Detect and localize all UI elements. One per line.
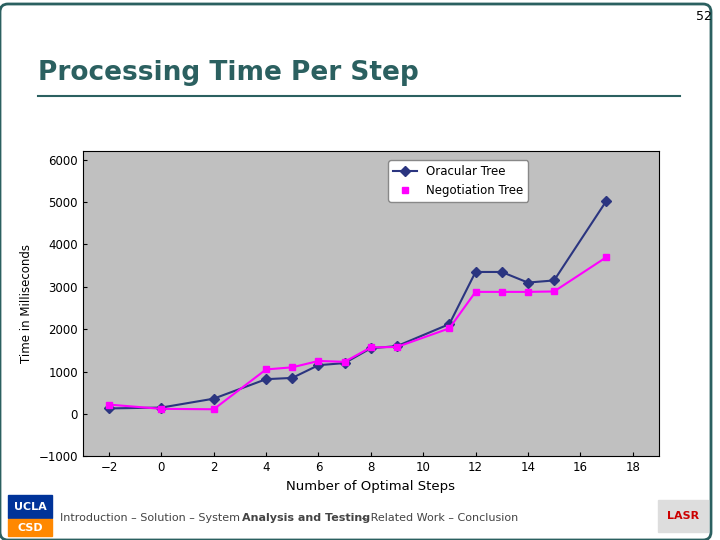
Oracular Tree [445,321,454,327]
Negotiation Tree [288,364,297,370]
Negotiation Tree [523,289,532,295]
Text: CSD: CSD [17,523,42,533]
Line: Negotiation Tree: Negotiation Tree [106,254,610,413]
X-axis label: Number of Optimal Steps: Number of Optimal Steps [287,480,455,492]
Oracular Tree [550,277,559,284]
Text: – Related Work – Conclusion: – Related Work – Conclusion [358,512,518,523]
Negotiation Tree [602,254,611,260]
Bar [8,519,52,536]
Bar [658,500,708,532]
Negotiation Tree [471,289,480,295]
Text: Introduction – Solution – System –: Introduction – Solution – System – [60,512,253,523]
Line: Oracular Tree: Oracular Tree [106,197,610,412]
Oracular Tree [366,345,375,352]
FancyBboxPatch shape [0,4,711,540]
Oracular Tree [602,198,611,204]
Negotiation Tree [498,289,506,295]
Negotiation Tree [392,344,401,350]
Oracular Tree [210,395,218,402]
Text: 52: 52 [696,10,712,23]
Text: LASR: LASR [667,511,699,521]
Oracular Tree [341,360,349,366]
Text: Processing Time Per Step: Processing Time Per Step [38,60,419,86]
Oracular Tree [392,343,401,349]
Negotiation Tree [262,366,271,373]
Y-axis label: Time in Milliseconds: Time in Milliseconds [20,244,33,363]
Negotiation Tree [366,344,375,350]
Oracular Tree [498,269,506,275]
Negotiation Tree [210,406,218,413]
Legend: Oracular Tree, Negotiation Tree: Oracular Tree, Negotiation Tree [388,160,528,201]
Oracular Tree [523,279,532,286]
Text: Analysis and Testing: Analysis and Testing [242,512,370,523]
Bar [8,496,52,518]
Negotiation Tree [314,357,323,364]
Oracular Tree [262,376,271,382]
Negotiation Tree [341,359,349,365]
Oracular Tree [314,362,323,368]
Negotiation Tree [445,325,454,332]
Negotiation Tree [550,288,559,295]
Negotiation Tree [157,406,166,412]
Oracular Tree [288,375,297,381]
Oracular Tree [471,269,480,275]
Oracular Tree [104,405,113,411]
Text: UCLA: UCLA [14,502,46,511]
Oracular Tree [157,404,166,411]
Negotiation Tree [104,401,113,408]
